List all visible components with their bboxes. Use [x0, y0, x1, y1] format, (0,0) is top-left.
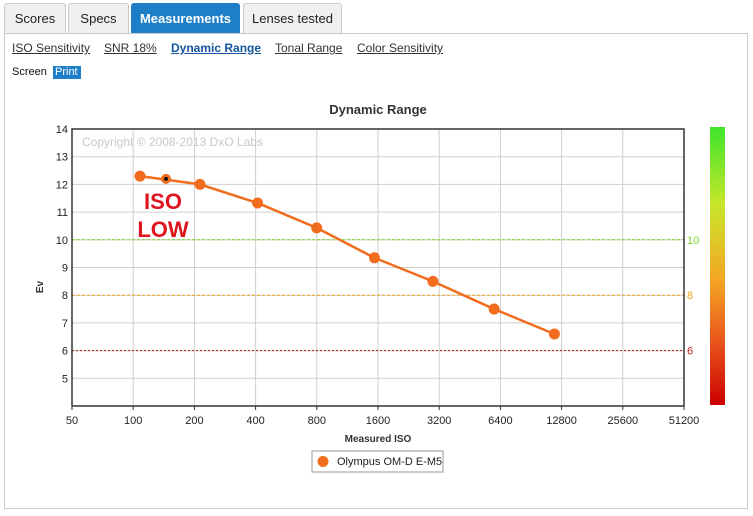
data-point — [427, 275, 439, 287]
x-tick-label: 200 — [185, 415, 203, 427]
y-tick-label: 9 — [62, 263, 68, 275]
x-tick-label: 1600 — [366, 415, 390, 427]
reference-label-6: 6 — [687, 346, 693, 358]
legend-label: Olympus OM-D E-M5 — [337, 456, 442, 468]
reference-label-10: 10 — [687, 235, 699, 247]
series-line — [139, 174, 555, 336]
data-point — [369, 252, 381, 264]
iso-low-label-line2: LOW — [137, 217, 189, 242]
y-tick-label: 10 — [56, 235, 68, 247]
link-iso-sensitivity[interactable]: ISO Sensitivity — [12, 41, 91, 55]
link-tonal-range[interactable]: Tonal Range — [275, 41, 343, 55]
link-dynamic-range[interactable]: Dynamic Range — [171, 41, 262, 55]
x-tick-label: 6400 — [488, 415, 512, 427]
legend-marker — [317, 456, 329, 467]
x-tick-label: 51200 — [669, 415, 700, 427]
print-toggle[interactable]: Print — [53, 66, 81, 79]
data-point — [311, 222, 323, 234]
legend[interactable]: Olympus OM-D E-M5 — [311, 450, 444, 473]
link-color-sensitivity[interactable]: Color Sensitivity — [357, 41, 444, 55]
x-axis-ticks: 50 100 200 400 800 1600 3200 6400 12800 25600 5120… — [66, 406, 699, 427]
y-axis-ticks: 5 6 7 8 9 10 11 12 13 14 — [56, 124, 68, 385]
y-tick-label: 12 — [56, 179, 68, 191]
x-tick-label: 3200 — [427, 415, 451, 427]
y-tick-label: 14 — [56, 124, 68, 136]
screen-toggle[interactable]: Screen — [10, 66, 50, 79]
x-tick-label: 100 — [124, 415, 142, 427]
series-olympus-om-d-e-m5 — [134, 170, 560, 340]
measurements-panel — [4, 33, 748, 509]
tab-scores[interactable]: Scores — [4, 3, 66, 33]
dynamic-range-color-scale — [710, 127, 725, 405]
grid — [71, 128, 685, 406]
y-tick-label: 13 — [56, 152, 68, 164]
y-axis-label: Ev — [35, 280, 46, 293]
x-tick-label: 400 — [246, 415, 264, 427]
data-point — [548, 328, 560, 340]
tab-specs[interactable]: Specs — [68, 3, 129, 33]
y-tick-label: 8 — [62, 290, 68, 302]
link-snr-18[interactable]: SNR 18% — [104, 41, 157, 55]
reference-label-8: 8 — [687, 290, 693, 302]
data-point — [488, 303, 500, 315]
iso-low-point-center — [164, 176, 169, 181]
tab-lenses-tested[interactable]: Lenses tested — [243, 3, 342, 33]
data-point — [194, 178, 206, 190]
y-tick-label: 5 — [62, 373, 68, 385]
y-tick-label: 11 — [57, 207, 68, 219]
tab-measurements[interactable]: Measurements — [131, 3, 240, 33]
x-tick-label: 800 — [308, 415, 326, 427]
data-point — [134, 170, 146, 182]
x-tick-label: 12800 — [546, 415, 577, 427]
chart-title: Dynamic Range — [329, 102, 427, 117]
reference-lines: 10 8 6 — [72, 235, 699, 358]
legend-box — [311, 450, 444, 473]
y-tick-label: 7 — [62, 318, 68, 330]
copyright-watermark: Copyright © 2008-2013 DxO Labs — [82, 135, 263, 149]
iso-low-label-line1: ISO — [144, 189, 182, 214]
data-point — [252, 197, 264, 209]
x-tick-label: 50 — [66, 415, 78, 427]
y-tick-label: 6 — [62, 346, 68, 358]
x-tick-label: 25600 — [608, 415, 639, 427]
tab-bar: Scores Specs Measurements Lenses tested — [0, 0, 753, 34]
x-axis-label: Measured ISO — [345, 434, 412, 445]
